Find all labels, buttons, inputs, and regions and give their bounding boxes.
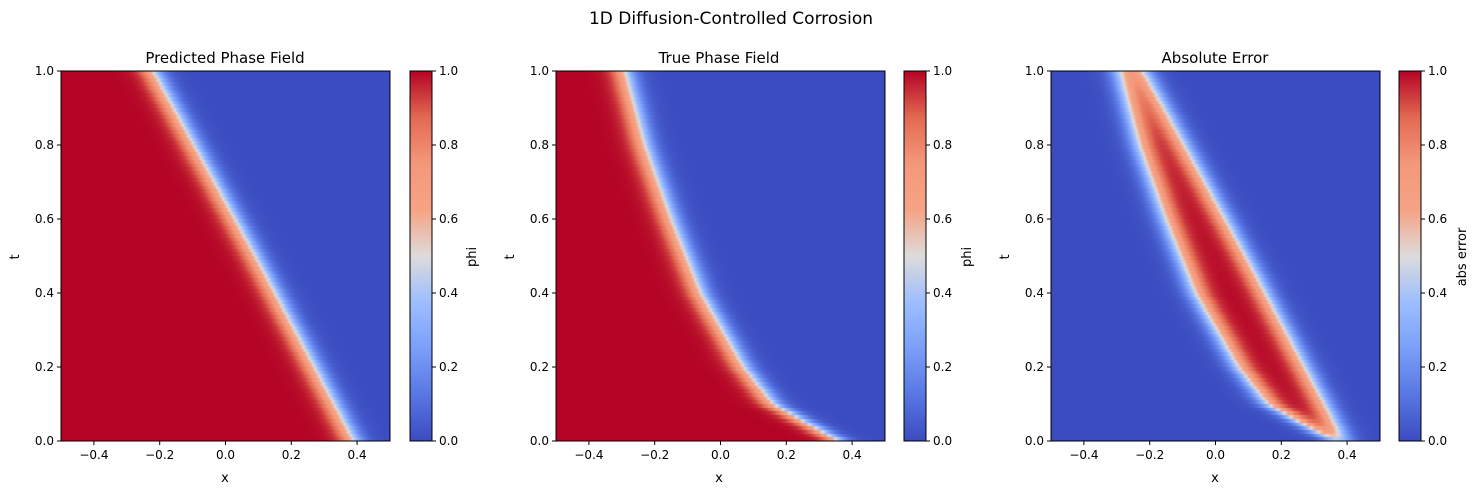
y-axis-ticks: 0.0 0.2 0.4 0.6 0.8 1.0 <box>1025 64 1051 448</box>
y-axis-ticks: 0.0 0.2 0.4 0.6 0.8 1.0 <box>35 64 61 448</box>
heatmap-image <box>556 71 885 441</box>
x-tick-label: −0.4 <box>574 448 603 462</box>
x-axis-ticks: −0.4 −0.2 0.0 0.2 0.4 <box>574 441 862 462</box>
heatmap-image <box>61 71 390 441</box>
y-tick-label: 0.0 <box>35 434 54 448</box>
x-tick-label: 0.0 <box>216 448 235 462</box>
x-axis-label: x <box>1211 471 1219 486</box>
x-tick-label: −0.2 <box>145 448 174 462</box>
colorbar-label: phi <box>960 247 975 267</box>
colorbar-image <box>410 71 432 441</box>
y-axis-label: t <box>998 254 1013 259</box>
panel-true-phase-field: True Phase Field −0.4 −0.2 0.0 0.2 0.4 0.00.… <box>503 49 975 486</box>
colorbar-ticks: 0.0 0.2 0.4 0.6 0.8 1.0 <box>1421 64 1447 448</box>
colorbar-tick-label: 0.0 <box>1428 434 1447 448</box>
y-tick-label: 0.6 <box>530 212 549 226</box>
x-tick-label: 0.2 <box>282 448 301 462</box>
colorbar-tick-label: 0.8 <box>439 138 458 152</box>
y-tick-label: 0.8 <box>1025 138 1044 152</box>
y-tick-label: 1.0 <box>1025 64 1044 78</box>
x-tick-label: 0.4 <box>843 448 862 462</box>
colorbar-ticks: 0.0 0.2 0.4 0.6 0.8 1.0 <box>926 64 952 448</box>
panel-title: True Phase Field <box>658 49 780 67</box>
colorbar-tick-label: 0.4 <box>933 286 952 300</box>
y-tick-label: 0.0 <box>1025 434 1044 448</box>
x-tick-label: 0.2 <box>777 448 796 462</box>
y-axis-label: t <box>8 254 23 259</box>
y-tick-label: 1.0 <box>530 64 549 78</box>
y-tick-label: 0.4 <box>1025 286 1044 300</box>
panel-absolute-error: Absolute Error −0.4 −0.2 0.0 0.2 0.4 0.00.20… <box>998 49 1470 486</box>
y-tick-label: 0.2 <box>35 360 54 374</box>
x-tick-label: −0.2 <box>640 448 669 462</box>
colorbar-tick-label: 1.0 <box>439 64 458 78</box>
colorbar-frame <box>1398 70 1422 442</box>
colorbar-tick-label: 0.4 <box>439 286 458 300</box>
colorbar-tick-label: 0.0 <box>933 434 952 448</box>
colorbar-tick-label: 0.6 <box>439 212 458 226</box>
x-tick-label: −0.2 <box>1135 448 1164 462</box>
colorbar-image <box>1399 71 1421 441</box>
colorbar-tick-label: 0.8 <box>1428 138 1447 152</box>
colorbar-tick-label: 0.6 <box>933 212 952 226</box>
x-axis-ticks: −0.4 −0.2 0.0 0.2 0.4 <box>79 441 367 462</box>
y-tick-label: 1.0 <box>35 64 54 78</box>
x-tick-label: 0.2 <box>1272 448 1291 462</box>
x-tick-label: 0.0 <box>1206 448 1225 462</box>
panel-title: Predicted Phase Field <box>145 49 304 67</box>
colorbar-tick-label: 0.8 <box>933 138 952 152</box>
y-tick-label: 0.6 <box>35 212 54 226</box>
colorbar-tick-label: 0.2 <box>1428 360 1447 374</box>
colorbar-tick-label: 0.0 <box>439 434 458 448</box>
colorbar-tick-label: 1.0 <box>1428 64 1447 78</box>
x-tick-label: 0.0 <box>711 448 730 462</box>
x-tick-label: −0.4 <box>79 448 108 462</box>
y-axis-label: t <box>503 254 518 259</box>
colorbar-tick-label: 0.2 <box>933 360 952 374</box>
colorbar-image <box>904 71 926 441</box>
colorbar-label: abs error <box>1455 227 1470 286</box>
x-axis-label: x <box>221 471 229 486</box>
x-axis-label: x <box>715 471 723 486</box>
y-tick-label: 0.2 <box>1025 360 1044 374</box>
colorbar-tick-label: 1.0 <box>933 64 952 78</box>
colorbar-ticks: 0.0 0.2 0.4 0.6 0.8 1.0 <box>432 64 458 448</box>
panel-title: Absolute Error <box>1162 49 1270 67</box>
panel-predicted-phase-field: Predicted Phase Field −0.4 −0.2 0.0 0.2 0.4 … <box>8 49 480 486</box>
x-tick-label: 0.4 <box>1338 448 1357 462</box>
x-tick-label: −0.4 <box>1069 448 1098 462</box>
figure-suptitle: 1D Diffusion-Controlled Corrosion <box>589 9 873 29</box>
heatmap-image <box>1051 71 1380 441</box>
y-tick-label: 0.6 <box>1025 212 1044 226</box>
y-tick-label: 0.4 <box>530 286 549 300</box>
x-tick-label: 0.4 <box>348 448 367 462</box>
colorbar-frame <box>409 70 433 442</box>
y-tick-label: 0.8 <box>35 138 54 152</box>
x-axis-ticks: −0.4 −0.2 0.0 0.2 0.4 <box>1069 441 1357 462</box>
y-tick-label: 0.4 <box>35 286 54 300</box>
y-tick-label: 0.8 <box>530 138 549 152</box>
y-tick-label: 0.0 <box>530 434 549 448</box>
colorbar-label: phi <box>465 247 480 267</box>
y-tick-label: 0.2 <box>530 360 549 374</box>
colorbar-frame <box>903 70 927 442</box>
y-axis-ticks: 0.0 0.2 0.4 0.6 0.8 1.0 <box>530 64 556 448</box>
colorbar-tick-label: 0.6 <box>1428 212 1447 226</box>
colorbar-tick-label: 0.4 <box>1428 286 1447 300</box>
colorbar-tick-label: 0.2 <box>439 360 458 374</box>
